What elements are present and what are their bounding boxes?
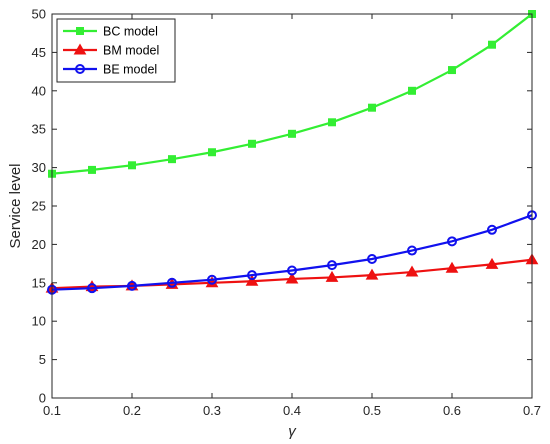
legend-entry-bc-model: BC model	[63, 25, 158, 39]
legend-entry-be-model: BE model	[63, 63, 157, 77]
legend-marker-be-model	[75, 64, 85, 74]
legend-label-bm-model: BM model	[103, 44, 159, 58]
data-point-bm-model	[365, 268, 379, 280]
data-point-bc-model	[408, 86, 416, 95]
y-tick-label: 50	[32, 7, 46, 22]
x-tick-label: 0.2	[123, 403, 141, 418]
y-tick-label: 45	[32, 45, 46, 60]
legend-label-bc-model: BC model	[103, 25, 158, 39]
data-point-be-model	[127, 280, 137, 291]
x-tick-label: 0.1	[43, 403, 61, 418]
data-point-bm-model	[485, 257, 499, 269]
data-point-be-model	[167, 277, 177, 288]
data-point-be-model	[367, 253, 377, 264]
y-tick-label: 35	[32, 122, 46, 137]
y-tick-label: 20	[32, 237, 46, 252]
series-line-be-model	[51, 214, 533, 291]
y-tick-label: 40	[32, 83, 46, 98]
legend-marker-bc-model	[76, 27, 84, 35]
y-tick-label: 10	[32, 314, 46, 329]
y-tick-label: 15	[32, 275, 46, 290]
data-point-bc-model	[488, 40, 496, 49]
series-be-model	[47, 210, 537, 295]
data-point-bm-model	[405, 265, 419, 277]
legend: BC model BM model BE model	[56, 18, 176, 83]
data-point-be-model	[207, 274, 217, 285]
legend-marker-bm-model	[73, 43, 87, 55]
data-point-bm-model	[245, 274, 259, 286]
data-point-be-model	[247, 270, 257, 281]
data-point-be-model	[327, 260, 337, 271]
data-point-bc-model	[448, 66, 456, 75]
data-point-bc-model	[168, 155, 176, 164]
data-point-be-model	[287, 265, 297, 276]
x-tick-label: 0.6	[443, 403, 461, 418]
x-tick-label: 0.3	[203, 403, 221, 418]
data-point-bc-model	[368, 103, 376, 112]
y-tick-label: 5	[39, 352, 46, 367]
y-tick-label: 0	[39, 391, 46, 406]
x-tick-label: 0.5	[363, 403, 381, 418]
data-point-be-model	[487, 224, 497, 235]
y-tick-label: 25	[32, 199, 46, 214]
legend-entry-bm-model: BM model	[63, 44, 159, 58]
x-tick-label: 0.7	[523, 403, 541, 418]
series-layer	[45, 10, 539, 295]
data-point-bc-model	[328, 118, 336, 127]
data-point-bc-model	[208, 148, 216, 157]
data-point-bm-model	[325, 270, 339, 282]
data-point-bc-model	[248, 139, 256, 148]
data-point-bm-model	[285, 272, 299, 284]
data-point-be-model	[87, 283, 97, 294]
data-point-bc-model	[288, 129, 296, 138]
data-point-bc-model	[128, 161, 136, 170]
legend-label-be-model: BE model	[103, 63, 157, 77]
data-point-be-model	[407, 245, 417, 256]
x-axis-label: γ	[288, 423, 297, 440]
axis-ticks: 0.1 0.2 0.3 0.4 0.5 0.6 0.7 0 5 10 15 20 25 30 35 40 45 5…	[32, 7, 542, 419]
data-point-bc-model	[88, 165, 96, 174]
x-tick-label: 0.4	[283, 403, 301, 418]
y-tick-label: 30	[32, 160, 46, 175]
data-point-bm-model	[445, 261, 459, 273]
y-axis-label: Service level	[7, 163, 24, 248]
data-point-be-model	[447, 236, 457, 247]
